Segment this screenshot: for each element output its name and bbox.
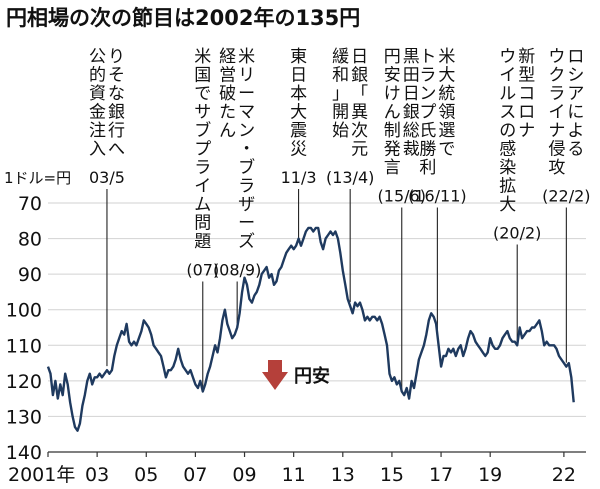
annotation-column: 円安けん制発言 [384, 47, 401, 178]
annotation-column: 公的資金注入 [89, 47, 106, 160]
gridlines [48, 202, 586, 453]
annotation-date: (13/4) [326, 168, 374, 187]
annotation-column: 米国でサブプライム問題 [194, 47, 211, 252]
y-tick-label: 100 [6, 300, 42, 322]
annotation-date: (08/9) [213, 261, 261, 280]
x-tick-label: 03 [85, 464, 109, 486]
annotation-column: りそな銀行へ [108, 47, 125, 160]
annotation-date: (15/6) [378, 187, 426, 206]
annotation-column: 黒田日銀総裁 [403, 47, 420, 160]
y-tick-label: 90 [18, 264, 42, 286]
yen-weak-note: 円安 [262, 360, 330, 390]
x-tick-label: 2001年 [8, 464, 75, 486]
y-tick-label: 70 [18, 193, 42, 215]
annotation-column: 米リーマン・ブラザーズ [238, 47, 255, 252]
annotation-date: 03/5 [89, 168, 125, 187]
usd-jpy-line [46, 226, 575, 432]
x-tick-label: 19 [478, 464, 502, 486]
annotation-date: (07) [186, 261, 219, 280]
y-tick-label: 110 [6, 335, 42, 357]
annotation: 米国でサブプライム問題 (07) [186, 47, 219, 388]
y-tick-label: 120 [6, 371, 42, 393]
x-tick-label: 07 [183, 464, 207, 486]
annotation-column: ロシアによる [567, 47, 584, 160]
x-tick-label: 17 [429, 464, 453, 486]
annotation-date: (22/2) [542, 187, 590, 206]
down-arrow-icon [262, 372, 288, 390]
annotation-column: ウクライナ侵攻 [548, 47, 565, 178]
annotation-column: 日銀「異次元 [351, 47, 368, 160]
annotation-column: 東日本大震災 [290, 47, 307, 160]
annotation-date: (16/11) [408, 187, 467, 206]
annotation-date: 11/3 [281, 168, 317, 187]
annotation-column: 緩和」開始 [332, 47, 349, 141]
annotation-column: 米大統領選で [438, 47, 455, 160]
annotation-column: 経営破たん [219, 47, 236, 141]
y-axis-label: 1ドル=円 [4, 169, 71, 187]
x-tick-label: 22 [552, 464, 576, 486]
annotation-column: ウイルスの感染拡大 [499, 47, 516, 215]
yen-weak-label: 円安 [294, 365, 330, 387]
y-tick-label: 130 [6, 406, 42, 428]
annotation: 東日本大震災 11/3 [281, 47, 317, 239]
x-tick-label: 09 [232, 464, 256, 486]
annotation-date: (20/2) [493, 224, 541, 243]
x-tick-label: 05 [134, 464, 158, 486]
y-tick-label: 140 [6, 442, 42, 464]
annotation-column: トランプ氏勝利 [419, 47, 436, 178]
x-axis-ticks: 2001年 03 05 07 09 11 13 15 17 19 22 [8, 452, 576, 486]
chart-title: 円相場の次の節目は2002年の135円 [6, 6, 360, 30]
y-axis-ticks: 70 80 90 100 110 120 130 140 [6, 193, 42, 464]
annotation-column: 新型コロナ [518, 47, 535, 141]
down-arrow-icon-shaft [268, 360, 282, 374]
x-tick-label: 13 [331, 464, 355, 486]
y-tick-label: 80 [18, 229, 42, 251]
x-tick-label: 15 [380, 464, 404, 486]
event-annotations: りそな銀行へ公的資金注入03/5米国でサブプライム問題(07)米リーマン・ブラザ… [89, 47, 591, 392]
x-tick-label: 11 [282, 464, 306, 486]
